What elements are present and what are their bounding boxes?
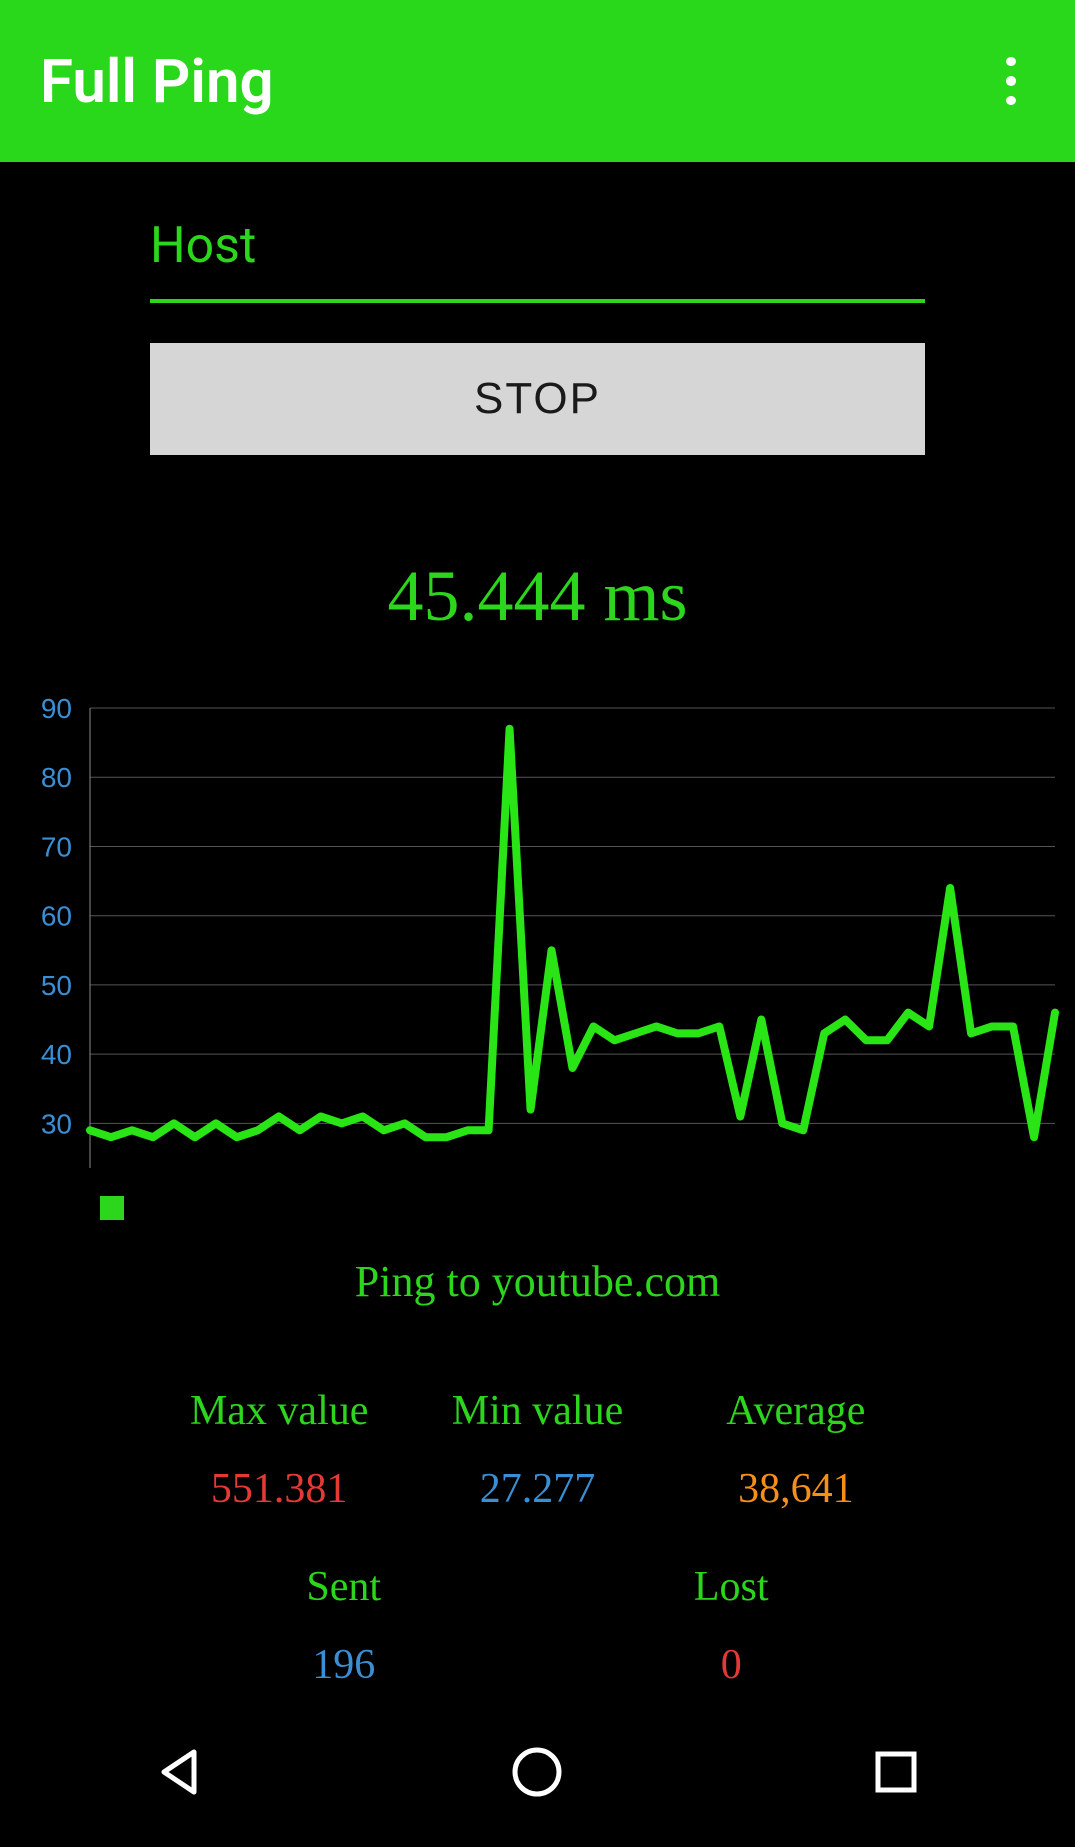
stat-max: Max value 551.381 [150, 1387, 408, 1513]
svg-text:40: 40 [41, 1039, 72, 1070]
stat-sent-value: 196 [150, 1641, 538, 1689]
stat-min-label: Min value [408, 1387, 666, 1435]
ping-target-label: Ping to youtube.com [0, 1256, 1075, 1307]
current-ping-value: 45.444 ms [0, 555, 1075, 638]
host-input-underline [150, 299, 925, 303]
stat-avg-value: 38,641 [667, 1465, 925, 1513]
stat-max-value: 551.381 [150, 1465, 408, 1513]
overflow-menu-icon[interactable] [987, 57, 1035, 105]
stat-min-value: 27.277 [408, 1465, 666, 1513]
nav-recent-icon[interactable] [866, 1742, 926, 1802]
svg-text:60: 60 [41, 901, 72, 932]
svg-text:30: 30 [41, 1108, 72, 1139]
app-bar: Full Ping [0, 0, 1075, 162]
android-nav-bar [0, 1697, 1075, 1847]
svg-text:70: 70 [41, 831, 72, 862]
stat-min: Min value 27.277 [408, 1387, 666, 1513]
stat-avg-label: Average [667, 1387, 925, 1435]
stat-sent: Sent 196 [150, 1563, 538, 1689]
svg-text:90: 90 [41, 698, 72, 724]
stat-lost-label: Lost [538, 1563, 926, 1611]
nav-back-icon[interactable] [149, 1742, 209, 1802]
nav-home-icon[interactable] [507, 1742, 567, 1802]
svg-text:80: 80 [41, 762, 72, 793]
stat-max-label: Max value [150, 1387, 408, 1435]
stat-sent-label: Sent [150, 1563, 538, 1611]
stat-lost: Lost 0 [538, 1563, 926, 1689]
host-input-field[interactable]: Host [150, 217, 925, 303]
stats-panel: Max value 551.381 Min value 27.277 Avera… [0, 1387, 1075, 1689]
stop-button[interactable]: STOP [150, 343, 925, 455]
app-title: Full Ping [40, 46, 274, 117]
ping-chart-svg: 30 40 50 60 70 80 90 [0, 698, 1075, 1168]
stat-avg: Average 38,641 [667, 1387, 925, 1513]
stat-lost-value: 0 [538, 1641, 926, 1689]
host-input-placeholder: Host [150, 217, 925, 275]
svg-text:50: 50 [41, 970, 72, 1001]
chart-legend-marker [100, 1196, 124, 1220]
ping-chart: 30 40 50 60 70 80 90 [0, 698, 1075, 1220]
